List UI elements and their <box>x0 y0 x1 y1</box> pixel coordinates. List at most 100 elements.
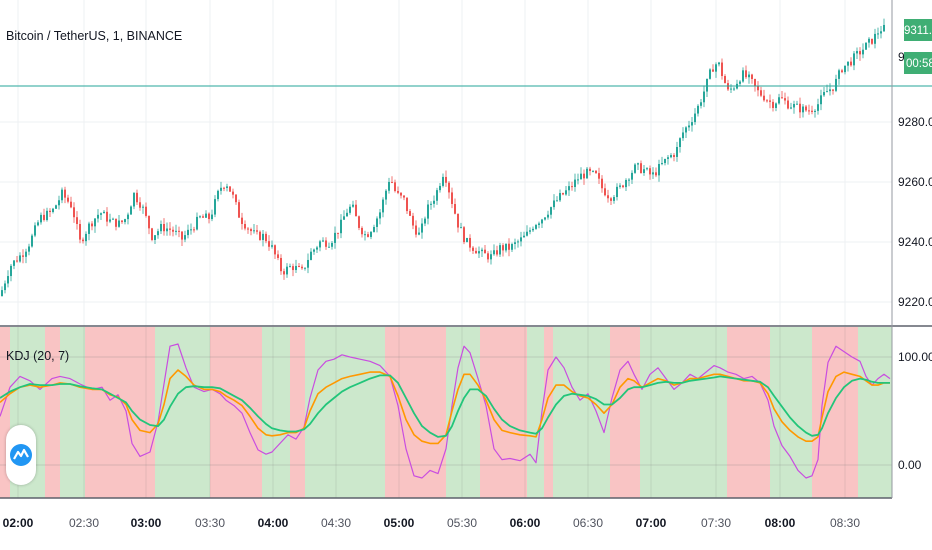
candle-body <box>97 214 99 219</box>
candle-body <box>856 51 858 54</box>
kdj-band-green <box>553 327 610 498</box>
candle-body <box>547 214 549 218</box>
candle-body <box>424 218 426 224</box>
candle-body <box>667 157 669 159</box>
time-axis[interactable]: 02:00 02:30 03:00 03:30 04:00 04:30 05:00 05:30… <box>3 516 861 530</box>
candle-body <box>799 103 801 113</box>
candle-body <box>706 78 708 92</box>
candle-body <box>481 249 483 252</box>
candle-body <box>373 226 375 232</box>
candle-body <box>550 207 552 215</box>
kdj-band-green <box>155 327 210 498</box>
candle-body <box>838 70 840 79</box>
candle-body <box>631 172 633 180</box>
candle-body <box>169 228 171 230</box>
kdj-axis[interactable]: 0.00 100.00 <box>898 350 932 472</box>
candle-body <box>202 216 204 218</box>
candle-body <box>187 229 189 236</box>
candle-body <box>490 254 492 260</box>
candle-body <box>454 203 456 214</box>
candle-body <box>853 53 855 66</box>
time-tick-label: 07:30 <box>701 516 731 530</box>
symbol-title[interactable]: Bitcoin / TetherUS, 1, BINANCE <box>6 29 182 43</box>
kdj-line-k[interactable] <box>0 369 890 445</box>
candle-body <box>652 172 654 175</box>
candlestick-series[interactable] <box>1 18 885 297</box>
candle-body <box>139 202 141 208</box>
candle-body <box>718 62 720 65</box>
candle-body <box>721 62 723 77</box>
candle-body <box>130 206 132 215</box>
candle-body <box>478 251 480 254</box>
candle-body <box>31 235 33 247</box>
candle-body <box>769 100 771 102</box>
candle-body <box>766 100 768 102</box>
candle-body <box>379 212 381 219</box>
candle-body <box>256 230 258 232</box>
kdj-lines[interactable] <box>0 343 891 479</box>
candle-body <box>724 76 726 84</box>
candle-body <box>508 243 510 250</box>
candle-body <box>622 185 624 188</box>
candle-body <box>40 214 42 223</box>
candle-body <box>457 213 459 228</box>
candle-body <box>79 224 81 240</box>
candle-body <box>544 217 546 220</box>
candle-body <box>589 168 591 172</box>
candle-body <box>370 231 372 237</box>
candle-body <box>817 104 819 111</box>
candle-body <box>643 169 645 174</box>
candle-body <box>745 70 747 78</box>
candle-body <box>46 210 48 221</box>
candle-body <box>802 106 804 113</box>
candle-body <box>331 242 333 247</box>
candle-body <box>571 186 573 188</box>
candle-body <box>205 213 207 218</box>
candle-body <box>574 179 576 187</box>
candle-body <box>649 168 651 175</box>
time-tick-label: 02:00 <box>3 516 34 530</box>
candle-body <box>346 212 348 217</box>
candle-body <box>181 231 183 240</box>
time-tick-label: 04:00 <box>258 516 289 530</box>
price-tick-label: 9280.00 <box>898 115 932 129</box>
partial-price-label: 9 <box>898 50 905 64</box>
candle-body <box>367 234 369 237</box>
candle-body <box>793 103 795 108</box>
candle-body <box>127 214 129 220</box>
candle-body <box>73 207 75 218</box>
candle-body <box>268 241 270 247</box>
candle-body <box>178 230 180 232</box>
candle-body <box>157 231 159 236</box>
kdj-line-d[interactable] <box>0 374 890 438</box>
price-tick-label: 9220.00 <box>898 295 932 309</box>
price-axis[interactable]: 9220.00 9240.00 9260.00 9280.00 <box>898 115 932 309</box>
candle-body <box>484 249 486 254</box>
candle-body <box>355 204 357 217</box>
candle-body <box>754 79 756 86</box>
candle-body <box>712 69 714 72</box>
candle-body <box>451 192 453 204</box>
candle-body <box>469 237 471 248</box>
candle-body <box>415 225 417 235</box>
price-grid <box>0 0 892 326</box>
candle-body <box>841 70 843 73</box>
candle-body <box>640 163 642 174</box>
kdj-tick-label: 0.00 <box>898 458 922 472</box>
indicator-title[interactable]: KDJ (20, 7) <box>6 349 69 363</box>
candle-body <box>682 132 684 139</box>
candle-body <box>247 228 249 230</box>
candle-body <box>421 223 423 233</box>
candle-body <box>289 266 291 268</box>
candle-body <box>349 206 351 213</box>
time-tick-label: 06:30 <box>573 516 603 530</box>
candle-body <box>301 266 303 269</box>
candle-body <box>103 211 105 214</box>
candle-body <box>400 192 402 196</box>
candle-body <box>598 173 600 179</box>
tradingview-logo-badge[interactable] <box>6 425 36 485</box>
candle-body <box>670 155 672 158</box>
candle-body <box>604 188 606 196</box>
candle-body <box>613 197 615 201</box>
